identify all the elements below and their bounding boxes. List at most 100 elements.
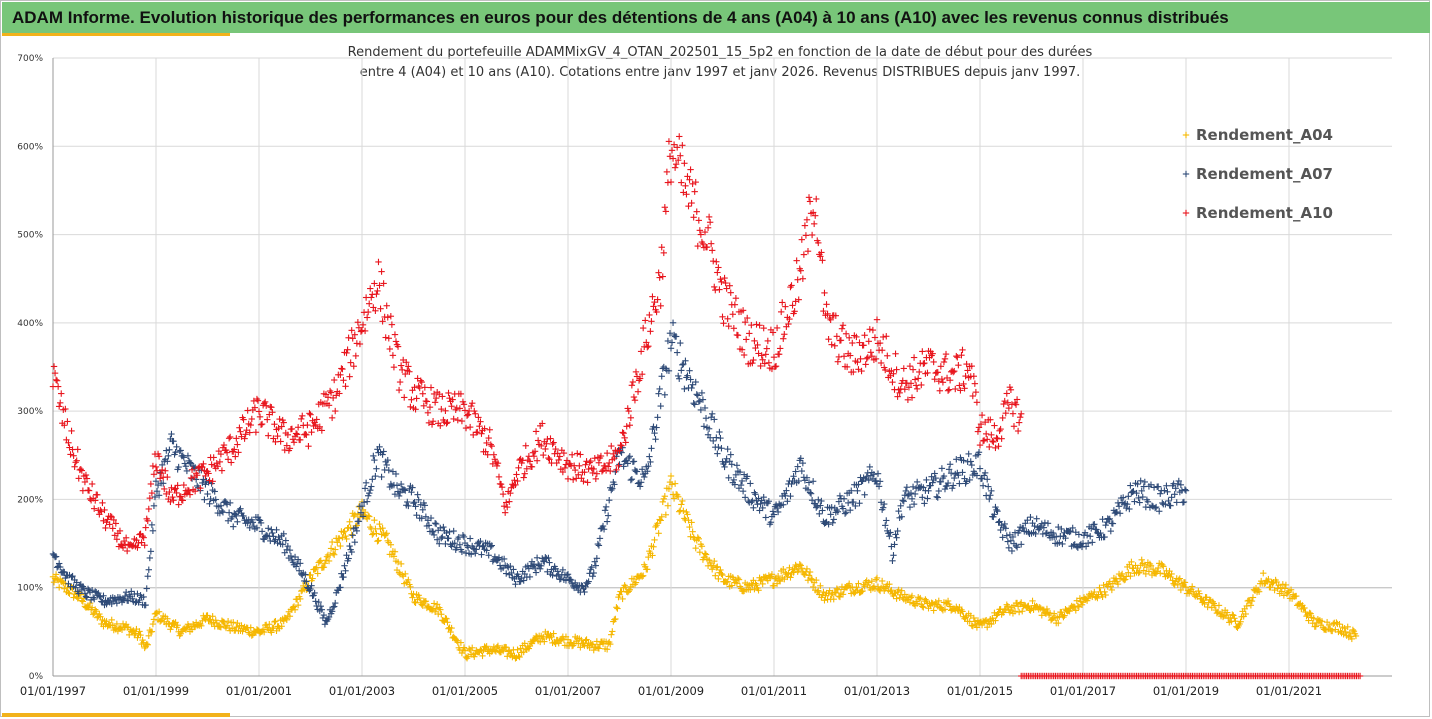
data-point — [955, 361, 962, 369]
data-point — [765, 359, 773, 366]
x-tick-label: 01/01/2019 — [1153, 684, 1219, 698]
data-point — [953, 352, 960, 360]
data-point — [763, 345, 770, 352]
data-point — [278, 623, 285, 630]
data-point — [369, 476, 376, 483]
data-point — [751, 585, 758, 593]
data-point — [102, 524, 109, 532]
data-point — [385, 335, 392, 342]
data-point — [383, 530, 390, 537]
data-point — [1060, 613, 1067, 621]
data-point — [53, 377, 61, 384]
data-point — [883, 517, 890, 524]
data-point — [608, 442, 615, 450]
data-point — [581, 588, 588, 596]
data-point — [432, 605, 440, 612]
data-point — [572, 466, 579, 474]
data-point — [440, 523, 447, 531]
data-point — [685, 202, 692, 210]
data-point — [627, 476, 635, 484]
data-point — [732, 295, 740, 302]
data-point — [204, 612, 211, 619]
data-point — [917, 594, 924, 602]
data-point — [552, 640, 559, 648]
data-point — [607, 640, 614, 648]
data-point — [909, 366, 917, 373]
data-point — [798, 236, 806, 243]
data-point — [145, 505, 152, 513]
data-point — [751, 489, 758, 496]
legend-label: Rendement_A10 — [1196, 204, 1333, 222]
data-point — [157, 617, 165, 624]
data-point — [236, 424, 243, 431]
data-point — [132, 630, 139, 637]
data-point — [821, 597, 828, 604]
data-point — [779, 299, 786, 306]
data-point — [971, 380, 979, 387]
data-point — [168, 623, 175, 630]
data-point — [374, 538, 381, 545]
data-point — [780, 565, 787, 573]
data-point — [1043, 605, 1051, 613]
data-point — [187, 474, 195, 482]
data-point — [186, 459, 194, 466]
data-point — [1011, 608, 1019, 615]
data-point — [657, 402, 664, 410]
data-point — [393, 482, 401, 489]
data-point — [244, 407, 251, 414]
data-point — [649, 293, 656, 300]
data-point — [369, 531, 376, 538]
data-point — [681, 385, 688, 393]
data-point — [639, 572, 647, 579]
data-point — [409, 594, 416, 601]
data-point — [146, 554, 154, 562]
y-tick-label: 0% — [29, 672, 44, 682]
data-point — [354, 510, 362, 518]
data-point — [338, 365, 345, 372]
data-point — [89, 611, 97, 618]
data-point — [733, 580, 741, 587]
header-banner: ADAM Informe. Evolution historique des p… — [2, 2, 1430, 33]
data-point — [606, 459, 613, 467]
data-point — [840, 495, 848, 502]
data-point — [1016, 414, 1024, 421]
data-point — [569, 476, 577, 483]
data-point — [297, 436, 304, 444]
data-point — [190, 622, 198, 630]
data-point — [681, 160, 688, 167]
data-point — [851, 590, 858, 597]
data-point — [1141, 478, 1148, 486]
data-point — [346, 542, 353, 550]
data-point — [391, 548, 399, 555]
data-point — [724, 445, 731, 453]
data-point — [689, 528, 696, 535]
data-point — [387, 313, 395, 320]
data-point — [584, 479, 591, 486]
data-point — [568, 451, 576, 458]
data-point — [327, 545, 335, 552]
data-point — [781, 331, 788, 338]
data-point — [382, 531, 389, 539]
data-point — [256, 413, 264, 421]
data-point — [530, 452, 538, 460]
series-Rendement_A10 — [49, 133, 1025, 555]
data-point — [149, 462, 157, 470]
data-point — [630, 393, 638, 401]
data-point — [532, 569, 540, 576]
data-point — [170, 497, 177, 504]
data-point — [426, 403, 434, 411]
data-point — [678, 179, 685, 186]
data-point — [603, 646, 611, 653]
data-point — [348, 531, 355, 538]
data-point — [1204, 603, 1211, 611]
legend-marker — [1182, 131, 1190, 139]
data-point — [276, 415, 283, 423]
data-point — [865, 338, 872, 345]
data-point — [373, 465, 380, 472]
data-point — [152, 463, 160, 471]
data-point — [343, 535, 350, 543]
data-point — [596, 535, 604, 542]
data-point — [861, 491, 868, 498]
data-point — [987, 492, 994, 499]
data-point — [174, 622, 181, 629]
